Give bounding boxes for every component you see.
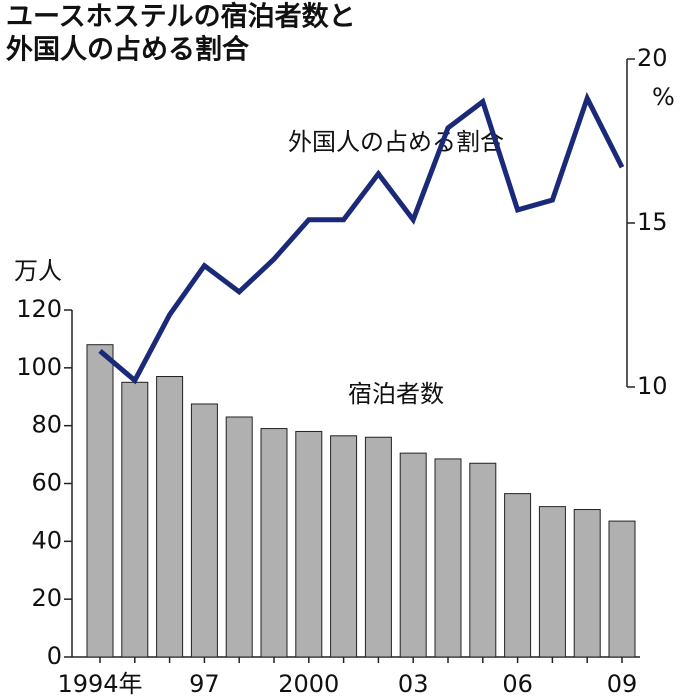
bar: [399, 452, 427, 658]
y-tick-label: 100: [16, 353, 62, 381]
bar: [156, 376, 184, 658]
y2-axis-unit: %: [652, 83, 675, 111]
chart-title-line: 外国人の占める割合: [6, 34, 249, 66]
bar: [330, 435, 358, 658]
y-tick-label: 120: [16, 295, 62, 323]
y-axis-unit: 万人: [14, 257, 62, 285]
bar: [608, 520, 636, 658]
bar: [260, 428, 288, 658]
y-tick-label: 0: [47, 642, 62, 670]
bar: [364, 436, 392, 658]
bar: [469, 462, 497, 658]
bar: [190, 403, 218, 658]
y-tick-label: 40: [31, 526, 62, 554]
bar: [295, 430, 323, 658]
y2-tick-label: 10: [637, 372, 668, 400]
x-tick-label: 1994年: [57, 670, 142, 696]
y-tick-label: 20: [31, 584, 62, 612]
y-tick-label: 60: [31, 469, 62, 497]
x-tick-label: 2000: [278, 670, 339, 696]
bar: [86, 344, 114, 658]
y2-tick-label: 20: [637, 44, 668, 72]
y-tick-label: 80: [31, 411, 62, 439]
bar: [504, 493, 532, 658]
bar: [573, 509, 601, 658]
bar: [538, 506, 566, 658]
chart-title-line: ユースホステルの宿泊者数と: [6, 1, 356, 33]
x-tick-label: 03: [398, 670, 429, 696]
series-label: 宿泊者数: [348, 380, 444, 408]
x-tick-label: 09: [607, 670, 638, 696]
x-tick-label: 97: [189, 670, 220, 696]
bar: [225, 416, 253, 658]
x-tick-label: 06: [502, 670, 533, 696]
series-label: 外国人の占める割合: [288, 128, 504, 156]
bar: [434, 458, 462, 658]
bar: [121, 381, 149, 658]
y2-tick-label: 15: [637, 208, 668, 236]
line-series: [98, 91, 625, 385]
